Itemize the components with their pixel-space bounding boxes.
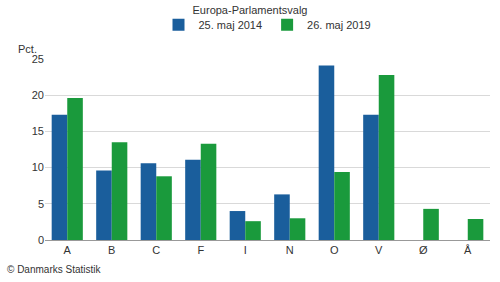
svg-text:20: 20 — [32, 89, 44, 101]
svg-text:Pct.: Pct. — [18, 43, 37, 55]
svg-text:15: 15 — [32, 125, 44, 137]
svg-text:N: N — [286, 244, 294, 256]
svg-text:A: A — [64, 244, 72, 256]
svg-text:25. maj 2014: 25. maj 2014 — [199, 19, 263, 31]
svg-text:Å: Å — [464, 244, 472, 256]
svg-text:F: F — [197, 244, 204, 256]
svg-text:Europa-Parlamentsvalg: Europa-Parlamentsvalg — [193, 4, 308, 16]
svg-text:Ø: Ø — [419, 244, 428, 256]
svg-text:© Danmarks Statistik: © Danmarks Statistik — [7, 264, 102, 275]
svg-text:10: 10 — [32, 161, 44, 173]
svg-text:V: V — [375, 244, 383, 256]
svg-text:O: O — [330, 244, 339, 256]
svg-text:B: B — [108, 244, 115, 256]
svg-text:C: C — [152, 244, 160, 256]
svg-text:0: 0 — [38, 234, 44, 246]
svg-text:25: 25 — [32, 53, 44, 65]
svg-text:5: 5 — [38, 198, 44, 210]
svg-text:I: I — [244, 244, 247, 256]
svg-text:26. maj 2019: 26. maj 2019 — [307, 19, 371, 31]
